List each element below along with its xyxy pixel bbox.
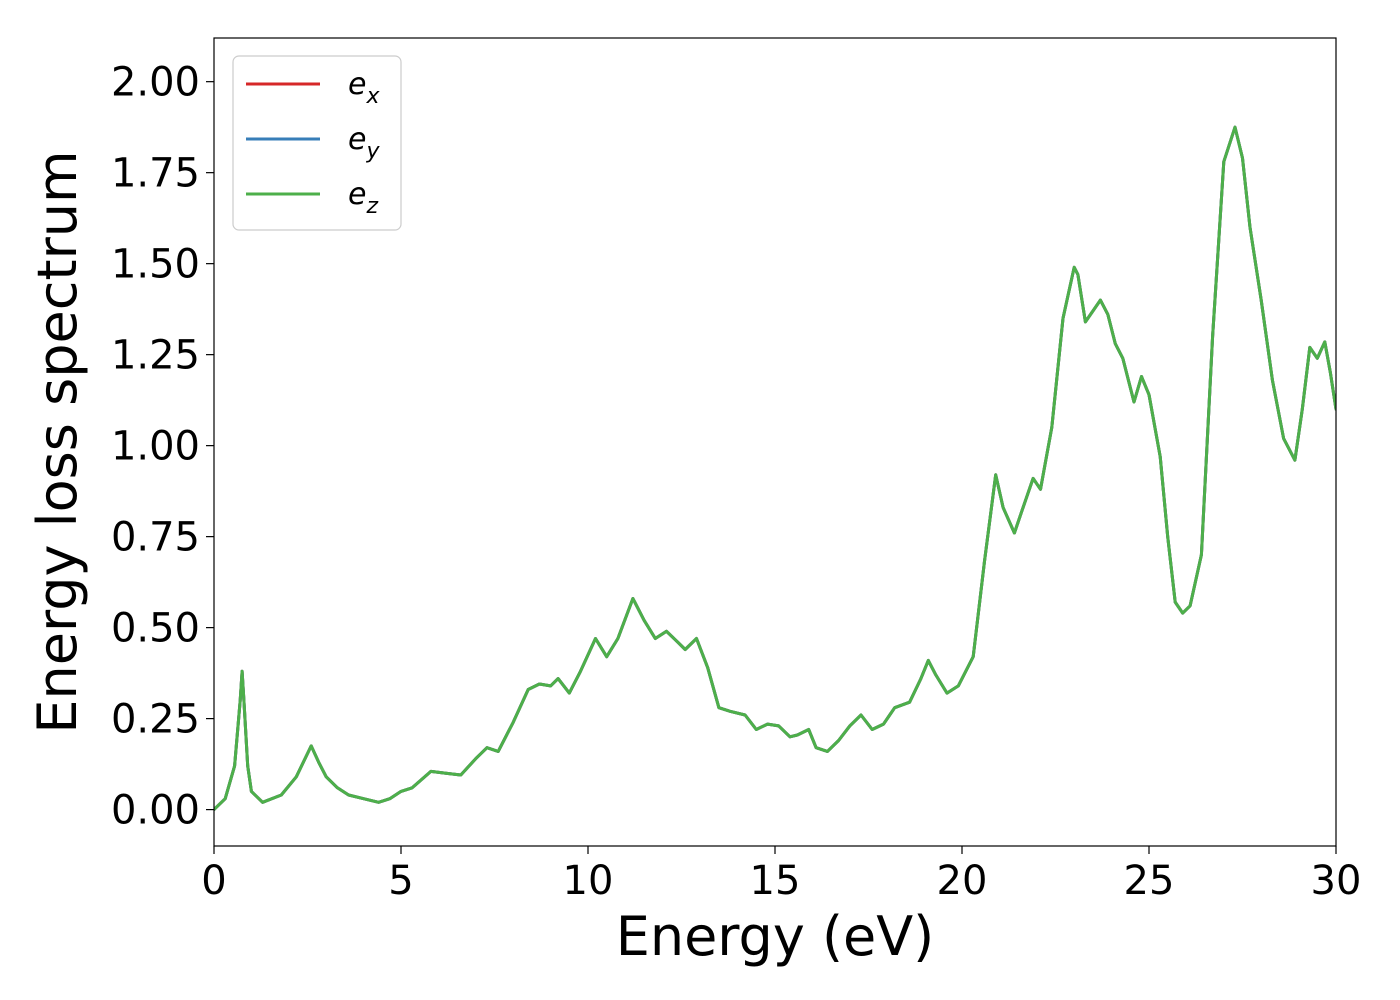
y-axis-label: Energy loss spectrum <box>26 150 89 733</box>
y-tick-label: 1.50 <box>111 242 200 288</box>
y-tick-label: 1.00 <box>111 424 200 470</box>
legend: ex ey ez <box>232 55 402 231</box>
x-tick-label: 15 <box>750 858 801 904</box>
legend-label-ez: ez <box>348 177 378 219</box>
y-axis: 0.00 0.25 0.50 0.75 1.00 1.25 1.50 1.75 2.00 <box>111 60 214 834</box>
series-line-e-z <box>214 125 1336 812</box>
legend-label-ey: ey <box>348 122 380 164</box>
y-tick-label: 1.25 <box>111 333 200 379</box>
y-tick-label: 0.25 <box>111 697 200 743</box>
y-tick-label: 1.75 <box>111 151 200 197</box>
x-tick-label: 20 <box>937 858 988 904</box>
y-tick-label: 0.00 <box>111 788 200 834</box>
x-tick-label: 0 <box>201 858 226 904</box>
x-tick-label: 30 <box>1311 858 1362 904</box>
x-tick-label: 10 <box>563 858 614 904</box>
y-tick-label: 0.50 <box>111 606 200 652</box>
legend-label-ex: ex <box>348 67 380 109</box>
x-axis-label: Energy (eV) <box>616 905 935 968</box>
x-tick-label: 25 <box>1124 858 1175 904</box>
y-tick-label: 2.00 <box>111 60 200 106</box>
x-tick-label: 5 <box>388 858 413 904</box>
x-axis: 0 5 10 15 20 25 30 <box>201 846 1361 904</box>
legend-box <box>232 55 402 231</box>
y-tick-label: 0.75 <box>111 515 200 561</box>
series-layer <box>214 125 1336 812</box>
